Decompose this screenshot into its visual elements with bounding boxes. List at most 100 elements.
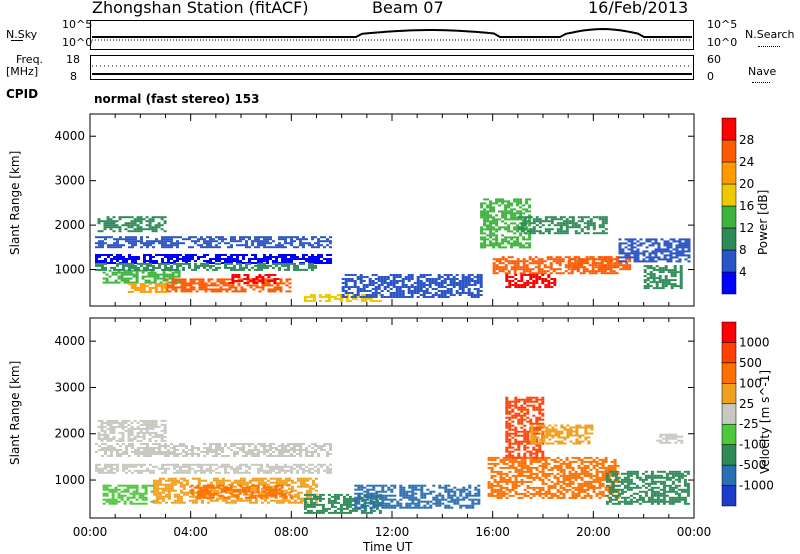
power-cell bbox=[598, 266, 602, 269]
power-cell bbox=[401, 292, 405, 294]
velocity-cell bbox=[95, 467, 98, 470]
power-cell bbox=[119, 258, 122, 260]
velocity-cell bbox=[511, 484, 515, 487]
power-cell bbox=[550, 228, 554, 231]
velocity-cell bbox=[221, 455, 224, 457]
power-cell bbox=[163, 216, 167, 219]
power-cell bbox=[107, 254, 110, 256]
power-cell bbox=[513, 268, 517, 271]
velocity-cell bbox=[511, 466, 515, 469]
velocity-cell bbox=[281, 445, 284, 447]
power-cell bbox=[522, 208, 526, 211]
power-cell bbox=[212, 262, 215, 264]
velocity-cell bbox=[354, 484, 358, 487]
power-cell bbox=[296, 268, 299, 271]
velocity-cell bbox=[155, 481, 159, 484]
velocity-cell bbox=[190, 492, 194, 495]
power-cell bbox=[532, 232, 536, 235]
power-cell bbox=[140, 264, 143, 267]
velocity-cell bbox=[209, 465, 212, 468]
power-cell bbox=[495, 242, 499, 245]
power-cell bbox=[504, 210, 508, 213]
velocity-cell bbox=[305, 501, 309, 504]
power-cell bbox=[142, 228, 146, 231]
velocity-cell bbox=[309, 509, 313, 512]
velocity-cell bbox=[127, 431, 131, 434]
velocity-cell bbox=[257, 477, 261, 480]
velocity-cell bbox=[160, 437, 164, 440]
power-cell bbox=[525, 242, 529, 245]
power-cell bbox=[598, 262, 602, 265]
power-cell bbox=[461, 290, 465, 292]
power-cell bbox=[663, 258, 667, 261]
velocity-cell bbox=[269, 499, 273, 502]
power-cell bbox=[610, 258, 614, 261]
velocity-cell bbox=[205, 496, 209, 499]
power-cell bbox=[209, 264, 212, 267]
power-cell bbox=[147, 281, 151, 284]
power-cell bbox=[354, 298, 358, 300]
velocity-cell bbox=[505, 482, 509, 485]
power-cell bbox=[219, 290, 223, 293]
velocity-cell bbox=[311, 479, 315, 482]
power-cell bbox=[130, 222, 134, 225]
power-cell bbox=[275, 264, 278, 267]
power-cell bbox=[479, 290, 483, 292]
velocity-cell bbox=[420, 506, 424, 509]
power-cell bbox=[625, 268, 629, 271]
velocity-cell bbox=[420, 484, 424, 487]
power-cell bbox=[233, 254, 236, 256]
power-cell bbox=[664, 265, 668, 268]
power-cell bbox=[151, 226, 155, 229]
power-cell bbox=[607, 260, 611, 263]
power-cell bbox=[443, 290, 447, 292]
power-cell bbox=[171, 284, 175, 287]
velocity-cell bbox=[280, 492, 284, 495]
velocity-cell bbox=[414, 486, 418, 489]
power-cell bbox=[558, 264, 562, 267]
freq-label: Freq. bbox=[16, 53, 44, 66]
velocity-cell bbox=[152, 491, 156, 494]
power-cell bbox=[107, 246, 110, 249]
power-cell bbox=[529, 222, 533, 225]
velocity-cell bbox=[369, 502, 373, 505]
power-cell bbox=[308, 262, 311, 265]
power-cell bbox=[167, 266, 170, 269]
velocity-cell bbox=[239, 467, 242, 470]
velocity-cell bbox=[218, 491, 222, 494]
velocity-cell bbox=[173, 477, 177, 480]
velocity-cell bbox=[130, 429, 134, 432]
velocity-cell bbox=[318, 497, 322, 500]
velocity-cell bbox=[139, 423, 143, 426]
power-cell bbox=[133, 282, 137, 285]
nave-tick-bottom: 0 bbox=[707, 70, 714, 83]
power-cell bbox=[162, 277, 166, 280]
power-cell bbox=[275, 246, 278, 249]
velocity-cell bbox=[211, 484, 215, 487]
velocity-cell bbox=[131, 463, 134, 466]
velocity-cell bbox=[179, 501, 183, 504]
power-cell bbox=[106, 218, 110, 221]
velocity-cell bbox=[496, 496, 500, 499]
velocity-cell bbox=[299, 497, 303, 500]
velocity-cell bbox=[265, 492, 269, 495]
power-cell bbox=[675, 254, 679, 257]
power-cell bbox=[134, 242, 137, 245]
velocity-cell bbox=[354, 488, 358, 491]
velocity-cell bbox=[302, 449, 305, 451]
velocity-cell bbox=[348, 503, 352, 506]
beam-label: Beam 07 bbox=[372, 0, 444, 17]
power-cell bbox=[666, 260, 670, 263]
power-cell bbox=[100, 220, 104, 223]
velocity-cell bbox=[188, 453, 191, 455]
velocity-cell bbox=[142, 427, 146, 430]
velocity-cell bbox=[281, 465, 284, 468]
power-cell bbox=[270, 284, 274, 287]
power-cell bbox=[242, 244, 245, 247]
power-cell bbox=[576, 270, 580, 273]
power-cell bbox=[519, 218, 523, 221]
velocity-cell bbox=[217, 494, 221, 497]
power-cell bbox=[645, 240, 649, 243]
power-cell bbox=[561, 272, 565, 275]
power-cell bbox=[318, 300, 322, 302]
